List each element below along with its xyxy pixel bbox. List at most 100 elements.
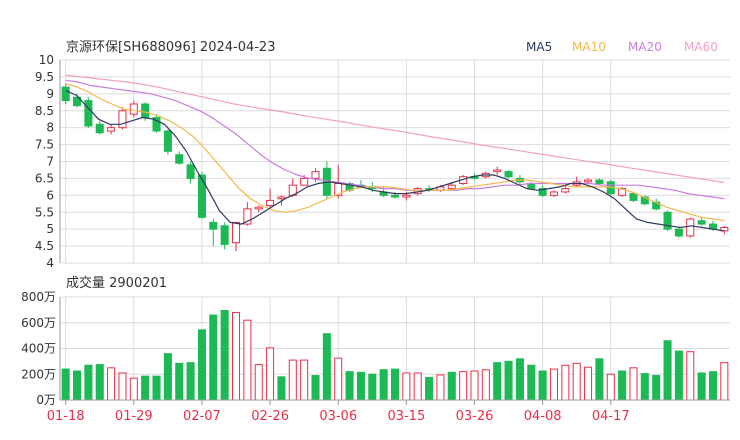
volume-bar-down <box>141 375 150 401</box>
candle-up <box>720 226 729 232</box>
price-tick-label: 5.5 <box>35 205 54 219</box>
volume-tick-label: 200万 <box>21 367 56 381</box>
candle-down <box>629 193 638 201</box>
candle-down <box>197 174 206 218</box>
volume-bar-up <box>118 372 127 401</box>
ma5-line <box>65 89 725 232</box>
volume-chart-title: 成交量 2900201 <box>66 275 167 291</box>
candle-down <box>595 179 604 184</box>
volume-bar-up <box>266 347 275 401</box>
volume-bar-down <box>345 371 354 401</box>
candle-up <box>584 179 593 183</box>
x-tick-label: 02-07 <box>183 409 221 424</box>
volume-bar-down <box>356 371 365 401</box>
volume-bar-up <box>288 359 297 401</box>
price-tick-label: 7.5 <box>35 138 54 152</box>
volume-bar-up <box>470 370 479 401</box>
candle-down <box>152 117 161 132</box>
candle-down <box>73 96 82 107</box>
volume-bar-up <box>720 362 729 401</box>
x-tick-label: 03-26 <box>456 409 494 424</box>
volume-bar-down <box>618 370 627 401</box>
volume-bar-down <box>425 376 434 401</box>
price-tick-label: 10 <box>39 53 54 67</box>
volume-bar-up <box>254 364 263 401</box>
legend-ma5: MA5 <box>526 40 552 54</box>
volume-bar-up <box>606 373 615 401</box>
legend-ma10: MA10 <box>572 40 606 54</box>
volume-bar-up <box>243 319 252 401</box>
volume-bar-up <box>334 357 343 401</box>
price-tick-label: 4.5 <box>35 239 54 253</box>
candle-up <box>311 171 320 179</box>
candle-down <box>674 228 683 237</box>
volume-bar-up <box>107 367 116 401</box>
volume-bar-up <box>231 311 241 401</box>
candle-down <box>175 154 184 164</box>
volume-bar-down <box>175 362 184 401</box>
volume-bar-down <box>84 364 93 401</box>
volume-bar-up <box>584 366 593 401</box>
volume-bar-down <box>640 373 649 401</box>
x-tick-label: 04-08 <box>524 409 562 424</box>
x-tick-label: 01-29 <box>115 409 153 424</box>
price-tick-label: 4 <box>46 256 54 270</box>
price-tick-label: 8 <box>46 121 54 135</box>
candle-up <box>493 169 502 173</box>
price-tick-label: 6.5 <box>35 171 54 185</box>
volume-bar-down <box>368 373 377 401</box>
volume-bar-up <box>629 367 638 401</box>
candle-up <box>266 199 275 206</box>
volume-bar-down <box>311 375 320 401</box>
volume-bar-down <box>197 329 206 401</box>
x-tick-label: 01-18 <box>47 409 85 424</box>
candle-down <box>663 211 672 230</box>
volume-bar-up <box>572 362 581 401</box>
volume-bar-down <box>504 360 513 401</box>
candle-up <box>129 103 138 115</box>
volume-bar-down <box>697 372 706 401</box>
volume-bar-up <box>436 374 445 401</box>
legend-ma60: MA60 <box>684 40 718 54</box>
x-tick-label: 04-17 <box>592 409 630 424</box>
volume-bar-down <box>527 364 536 401</box>
price-tick-label: 8.5 <box>35 104 54 118</box>
price-chart-title: 京源环保[SH688096] 2024-04-23 <box>66 40 275 55</box>
volume-bar-down <box>663 340 672 401</box>
candle-down <box>697 220 706 225</box>
candle-down <box>84 100 93 127</box>
volume-bar-down <box>322 333 331 401</box>
volume-bar-down <box>220 310 229 401</box>
price-tick-label: 9.5 <box>35 70 54 84</box>
volume-bar-down <box>390 368 400 401</box>
candle-up <box>561 188 570 193</box>
volume-bar-down <box>595 358 604 401</box>
volume-bar-up <box>413 372 422 401</box>
candle-down <box>141 103 150 119</box>
volume-bar-down <box>73 370 82 401</box>
volume-bar-down <box>152 375 161 401</box>
volume-bar-up <box>686 351 695 401</box>
candle-up <box>231 221 241 244</box>
volume-bar-down <box>652 375 661 401</box>
candle-up <box>686 218 695 237</box>
x-tick-label: 03-06 <box>319 409 357 424</box>
candle-up <box>118 110 127 129</box>
price-tick-label: 9 <box>46 87 54 101</box>
volume-bar-up <box>300 359 309 401</box>
volume-bar-down <box>674 350 683 401</box>
candle-up <box>549 191 559 196</box>
candle-up <box>447 184 456 190</box>
price-tick-label: 5 <box>46 222 54 236</box>
volume-bar-down <box>163 353 172 401</box>
candle-up <box>107 127 116 132</box>
volume-bar-down <box>379 369 388 401</box>
price-tick-label: 6 <box>46 188 54 202</box>
candle-up <box>402 194 411 198</box>
volume-bar-down <box>538 370 547 401</box>
candle-down <box>95 123 104 134</box>
volume-bar-down <box>209 314 218 401</box>
x-tick-label: 03-15 <box>387 409 425 424</box>
candle-down <box>527 182 536 190</box>
volume-bar-up <box>402 372 411 401</box>
